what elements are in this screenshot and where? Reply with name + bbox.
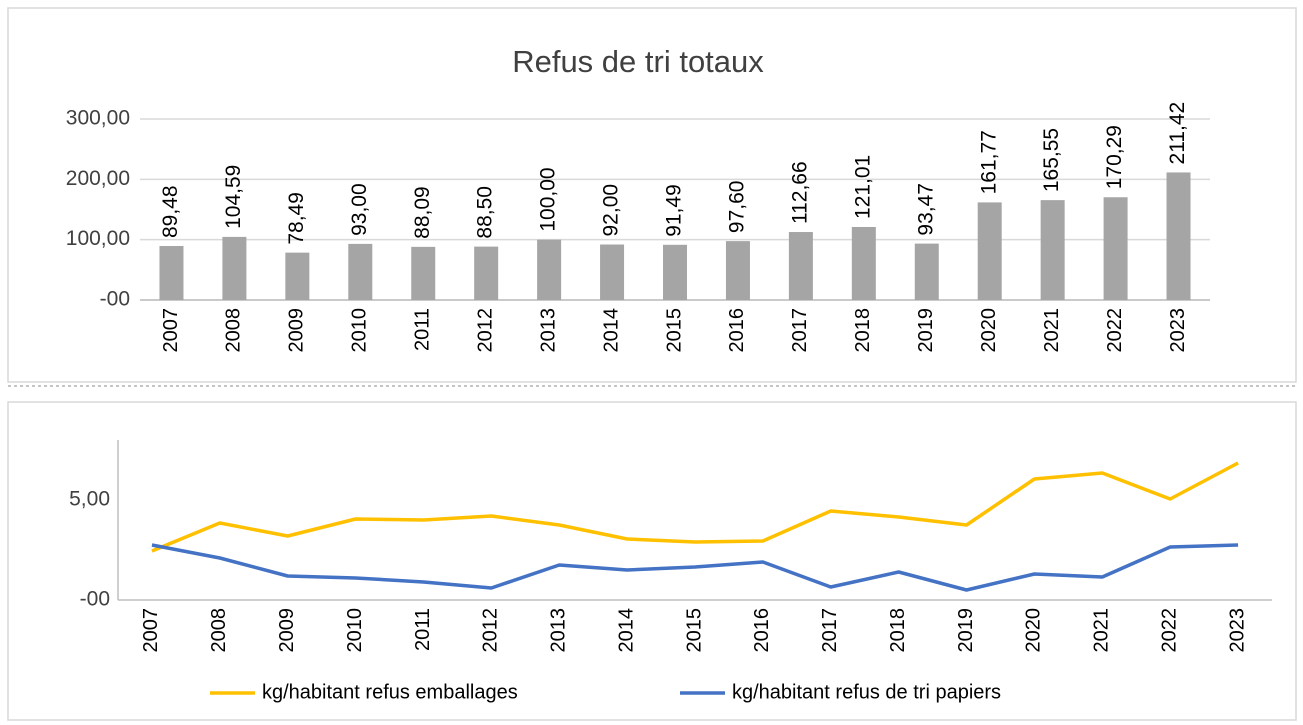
x-tick-label: 2013 [548,608,570,653]
x-tick-label: 2011 [412,308,434,351]
data-label: 78,49 [285,192,308,245]
data-label: 89,48 [159,185,182,238]
x-tick-label: 2022 [1104,308,1126,353]
bar [600,244,625,300]
bar [474,246,499,300]
bar [851,226,876,300]
bar [977,202,1002,300]
x-tick-label: 2012 [480,608,502,653]
bar [159,246,184,300]
x-tick-label: 2023 [1167,308,1189,353]
y-tick-label: 200,00 [66,167,130,190]
x-tick-label: 2020 [978,308,1000,353]
y-tick-label: -00 [80,588,110,611]
bar [537,239,562,300]
data-label: 93,00 [348,183,371,236]
x-tick-label: 2010 [344,608,366,653]
data-label: 104,59 [222,165,245,229]
data-label: 170,29 [1103,125,1126,189]
bar [285,252,310,300]
data-label: 112,66 [788,161,811,224]
legend-label: kg/habitant refus emballages [262,681,518,703]
x-tick-label: 2014 [615,608,637,653]
line-series [151,543,1239,592]
bar [1103,197,1128,300]
x-tick-label: 2014 [600,308,622,353]
x-tick-label: 2011 [412,608,434,651]
y-tick-label: 5,00 [69,488,110,511]
bar [914,243,939,300]
x-tick-label: 2007 [140,608,162,653]
data-label: 93,47 [914,183,937,236]
legend-label: kg/habitant refus de tri papiers [732,681,1001,703]
bar [411,246,436,300]
x-tick-label: 2016 [726,308,748,353]
data-label: 91,49 [663,184,686,237]
x-tick-label: 2017 [819,608,841,653]
data-label: 165,55 [1040,128,1063,192]
bar [663,244,687,300]
line-series [151,461,1239,553]
x-tick-label: 2017 [789,308,811,353]
bar [348,243,373,300]
x-tick-label: 2008 [208,608,230,653]
x-tick-label: 2015 [683,608,705,653]
x-tick-label: 2007 [160,308,182,353]
x-tick-label: 2016 [751,608,773,653]
chart-title: Refus de tri totaux [512,44,764,79]
data-label: 92,00 [600,184,623,237]
data-label: 100,00 [537,167,560,231]
data-label: 88,50 [474,186,497,239]
y-tick-label: 100,00 [66,227,130,250]
x-tick-label: 2012 [474,308,496,353]
x-tick-label: 2013 [537,308,559,353]
x-tick-label: 2023 [1226,608,1248,653]
data-label: 161,77 [977,130,1000,194]
x-tick-label: 2009 [286,308,308,353]
x-tick-label: 2019 [915,308,937,353]
x-tick-label: 2010 [349,308,371,353]
x-tick-label: 2018 [852,308,874,353]
y-tick-label: 300,00 [66,107,130,130]
data-label: 121,01 [851,155,874,219]
chart-frame [7,401,1297,721]
bar [1040,200,1065,300]
data-label: 97,60 [725,181,748,234]
x-tick-label: 2015 [663,308,685,353]
x-tick-label: 2020 [1023,608,1045,653]
x-tick-label: 2009 [276,608,298,653]
chart-frame [7,7,1297,383]
x-tick-label: 2021 [1091,608,1113,653]
x-tick-label: 2008 [223,308,245,353]
y-tick-label: -00 [100,288,130,311]
x-tick-label: 2022 [1158,608,1180,653]
x-tick-label: 2018 [887,608,909,653]
bar [222,236,247,300]
data-label: 88,09 [411,186,434,239]
bar [1166,172,1191,300]
bar [725,241,750,300]
x-tick-label: 2019 [955,608,977,653]
bar [788,232,813,300]
x-tick-label: 2021 [1041,308,1063,353]
data-label: 211,42 [1166,102,1189,165]
